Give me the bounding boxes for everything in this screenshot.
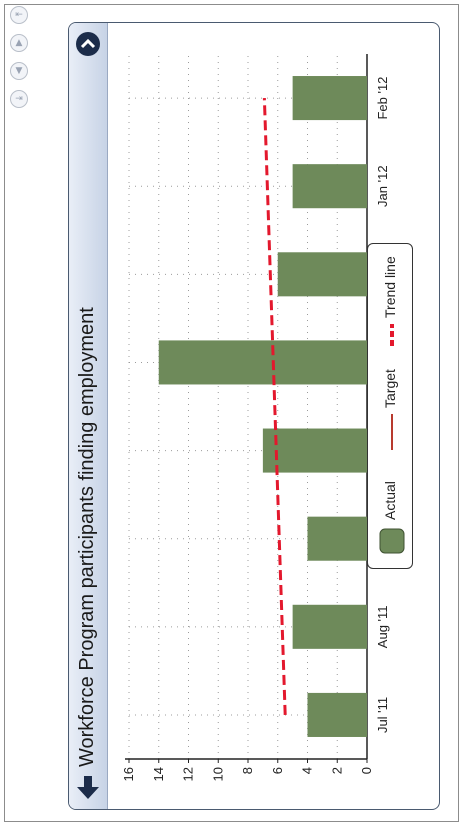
previous-icon: ▲ [15,38,23,48]
bar-0 [307,692,367,737]
legend-actual-label: Actual [382,481,398,520]
x-tick-label-7: Feb '12 [375,77,390,120]
y-tick-label-1: 2 [329,767,344,774]
bar-3 [262,428,367,473]
previous-page-button[interactable]: ▲ [10,34,28,52]
next-icon: ▼ [15,66,23,76]
bar-6 [292,164,367,209]
trend-line [262,98,287,715]
bar-2 [307,516,367,561]
first-icon: ⇤ [15,10,23,20]
legend-target-swatch [391,414,393,450]
x-tick-label-6: Jan '12 [375,165,390,207]
chart-panel: Workforce Program participants finding e… [68,22,440,810]
x-tick-label-1: Aug '11 [375,605,390,648]
legend-trend-label: Trend line [382,256,398,318]
chart-card: Workforce Program participants finding e… [68,22,440,810]
y-tick-label-0: 0 [359,767,374,774]
legend-actual-swatch [379,528,405,554]
y-tick-label-5: 10 [210,767,225,781]
navigation-buttons: ⇤ ▲ ▼ ⇥ [10,6,32,118]
next-page-button[interactable]: ▼ [10,62,28,80]
legend-target-label: Target [382,369,398,408]
bar-1 [292,604,367,649]
x-tick-label-0: Jul '11 [375,697,390,733]
last-icon: ⇥ [15,94,23,104]
arrow-up-icon[interactable] [73,773,103,803]
first-page-button[interactable]: ⇤ [10,6,28,24]
y-tick-label-7: 14 [151,767,166,781]
y-tick-label-2: 4 [300,767,315,774]
y-tick-label-6: 12 [181,767,196,781]
y-tick-label-8: 16 [121,767,136,781]
info-icon[interactable] [75,31,101,57]
legend-trend-swatch [390,324,394,346]
y-tick-label-3: 6 [270,767,285,774]
last-page-button[interactable]: ⇥ [10,90,28,108]
bar-7 [292,76,367,121]
bar-4 [158,340,367,385]
chart-legend: Actual Target Trend line [367,243,413,569]
chart-header: Workforce Program participants finding e… [69,22,108,809]
chart-title: Workforce Program participants finding e… [76,307,98,767]
bar-5 [277,252,367,297]
y-tick-label-4: 8 [240,767,255,774]
